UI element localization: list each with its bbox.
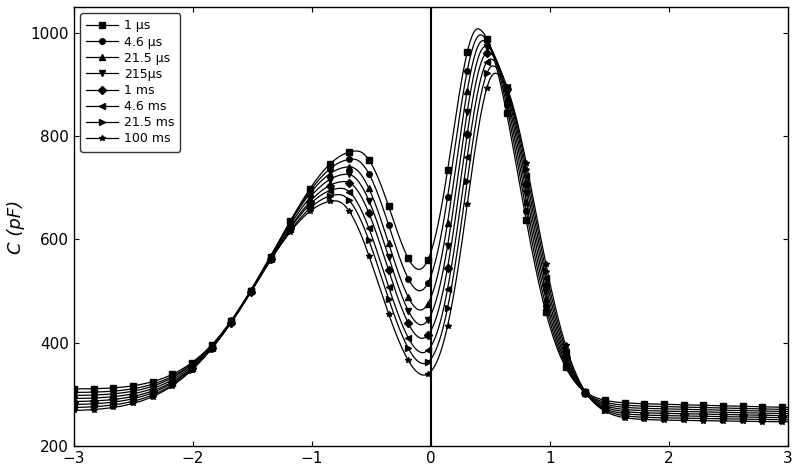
21.5 ms xyxy=(113,402,122,407)
4.6 ms xyxy=(525,193,534,198)
21.5 ms xyxy=(484,67,494,72)
1 ms xyxy=(783,413,793,419)
21.5 ms xyxy=(783,417,793,423)
100 ms xyxy=(490,70,500,76)
1 ms xyxy=(685,411,694,417)
215μs xyxy=(485,45,494,51)
1 ms xyxy=(69,399,78,404)
4.6 ms xyxy=(783,415,793,420)
4.6 ms xyxy=(69,402,78,407)
100 ms xyxy=(484,79,494,85)
1 ms xyxy=(483,50,493,55)
21.5 μs xyxy=(69,393,78,398)
4.6 μs xyxy=(113,388,122,394)
1 ms xyxy=(525,201,534,206)
1 ms xyxy=(503,94,513,99)
1 ms xyxy=(113,396,122,402)
1 μs xyxy=(69,386,78,392)
21.5 ms xyxy=(525,185,534,191)
Y-axis label: C (pF): C (pF) xyxy=(7,200,25,254)
4.6 μs xyxy=(503,111,513,117)
4.6 μs xyxy=(783,407,793,412)
Legend: 1 μs, 4.6 μs, 21.5 μs, 215μs, 1 ms, 4.6 ms, 21.5 ms, 100 ms: 1 μs, 4.6 μs, 21.5 μs, 215μs, 1 ms, 4.6 … xyxy=(80,13,181,151)
1 μs xyxy=(612,399,622,405)
215μs xyxy=(113,394,122,399)
1 μs xyxy=(525,236,534,242)
1 ms xyxy=(485,50,494,56)
Line: 21.5 μs: 21.5 μs xyxy=(71,38,791,414)
100 ms xyxy=(612,413,622,419)
Line: 215μs: 215μs xyxy=(71,44,791,416)
21.5 μs xyxy=(612,403,622,409)
21.5 μs xyxy=(525,218,534,224)
215μs xyxy=(783,411,793,416)
100 ms xyxy=(113,404,122,410)
215μs xyxy=(503,98,513,104)
215μs xyxy=(480,44,490,49)
4.6 ms xyxy=(113,399,122,404)
4.6 μs xyxy=(476,32,486,38)
4.6 μs xyxy=(69,390,78,395)
4.6 ms xyxy=(503,90,513,96)
4.6 μs xyxy=(485,42,494,48)
21.5 μs xyxy=(478,38,488,44)
21.5 μs xyxy=(113,391,122,396)
215μs xyxy=(525,209,534,215)
1 μs xyxy=(113,385,122,390)
4.6 μs xyxy=(612,402,622,407)
1 μs xyxy=(485,42,494,48)
Line: 1 ms: 1 ms xyxy=(71,50,791,419)
215μs xyxy=(685,409,694,414)
21.5 ms xyxy=(69,405,78,411)
Line: 100 ms: 100 ms xyxy=(71,70,791,425)
21.5 ms xyxy=(503,88,513,94)
21.5 ms xyxy=(612,412,622,417)
100 ms xyxy=(783,419,793,425)
100 ms xyxy=(69,408,78,413)
1 μs xyxy=(685,402,694,408)
21.5 μs xyxy=(485,43,494,49)
Line: 4.6 ms: 4.6 ms xyxy=(71,56,791,420)
1 μs xyxy=(473,26,482,32)
21.5 μs xyxy=(783,409,793,414)
215μs xyxy=(612,406,622,412)
Line: 1 μs: 1 μs xyxy=(71,26,791,410)
Line: 4.6 μs: 4.6 μs xyxy=(71,32,791,412)
4.6 ms xyxy=(484,57,494,62)
1 ms xyxy=(612,408,622,413)
21.5 ms xyxy=(488,63,498,69)
Line: 21.5 ms: 21.5 ms xyxy=(71,63,791,422)
21.5 μs xyxy=(503,104,513,110)
4.6 μs xyxy=(525,228,534,233)
100 ms xyxy=(525,178,534,184)
1 μs xyxy=(783,404,793,410)
100 ms xyxy=(685,418,694,423)
4.6 ms xyxy=(612,410,622,415)
21.5 ms xyxy=(685,415,694,421)
100 ms xyxy=(503,88,513,94)
4.6 ms xyxy=(486,56,495,62)
4.6 μs xyxy=(685,404,694,410)
21.5 μs xyxy=(685,407,694,412)
215μs xyxy=(69,395,78,401)
4.6 ms xyxy=(685,413,694,419)
1 μs xyxy=(503,119,513,125)
